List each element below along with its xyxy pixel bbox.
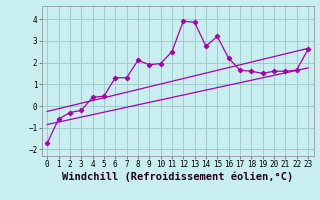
X-axis label: Windchill (Refroidissement éolien,°C): Windchill (Refroidissement éolien,°C)	[62, 172, 293, 182]
